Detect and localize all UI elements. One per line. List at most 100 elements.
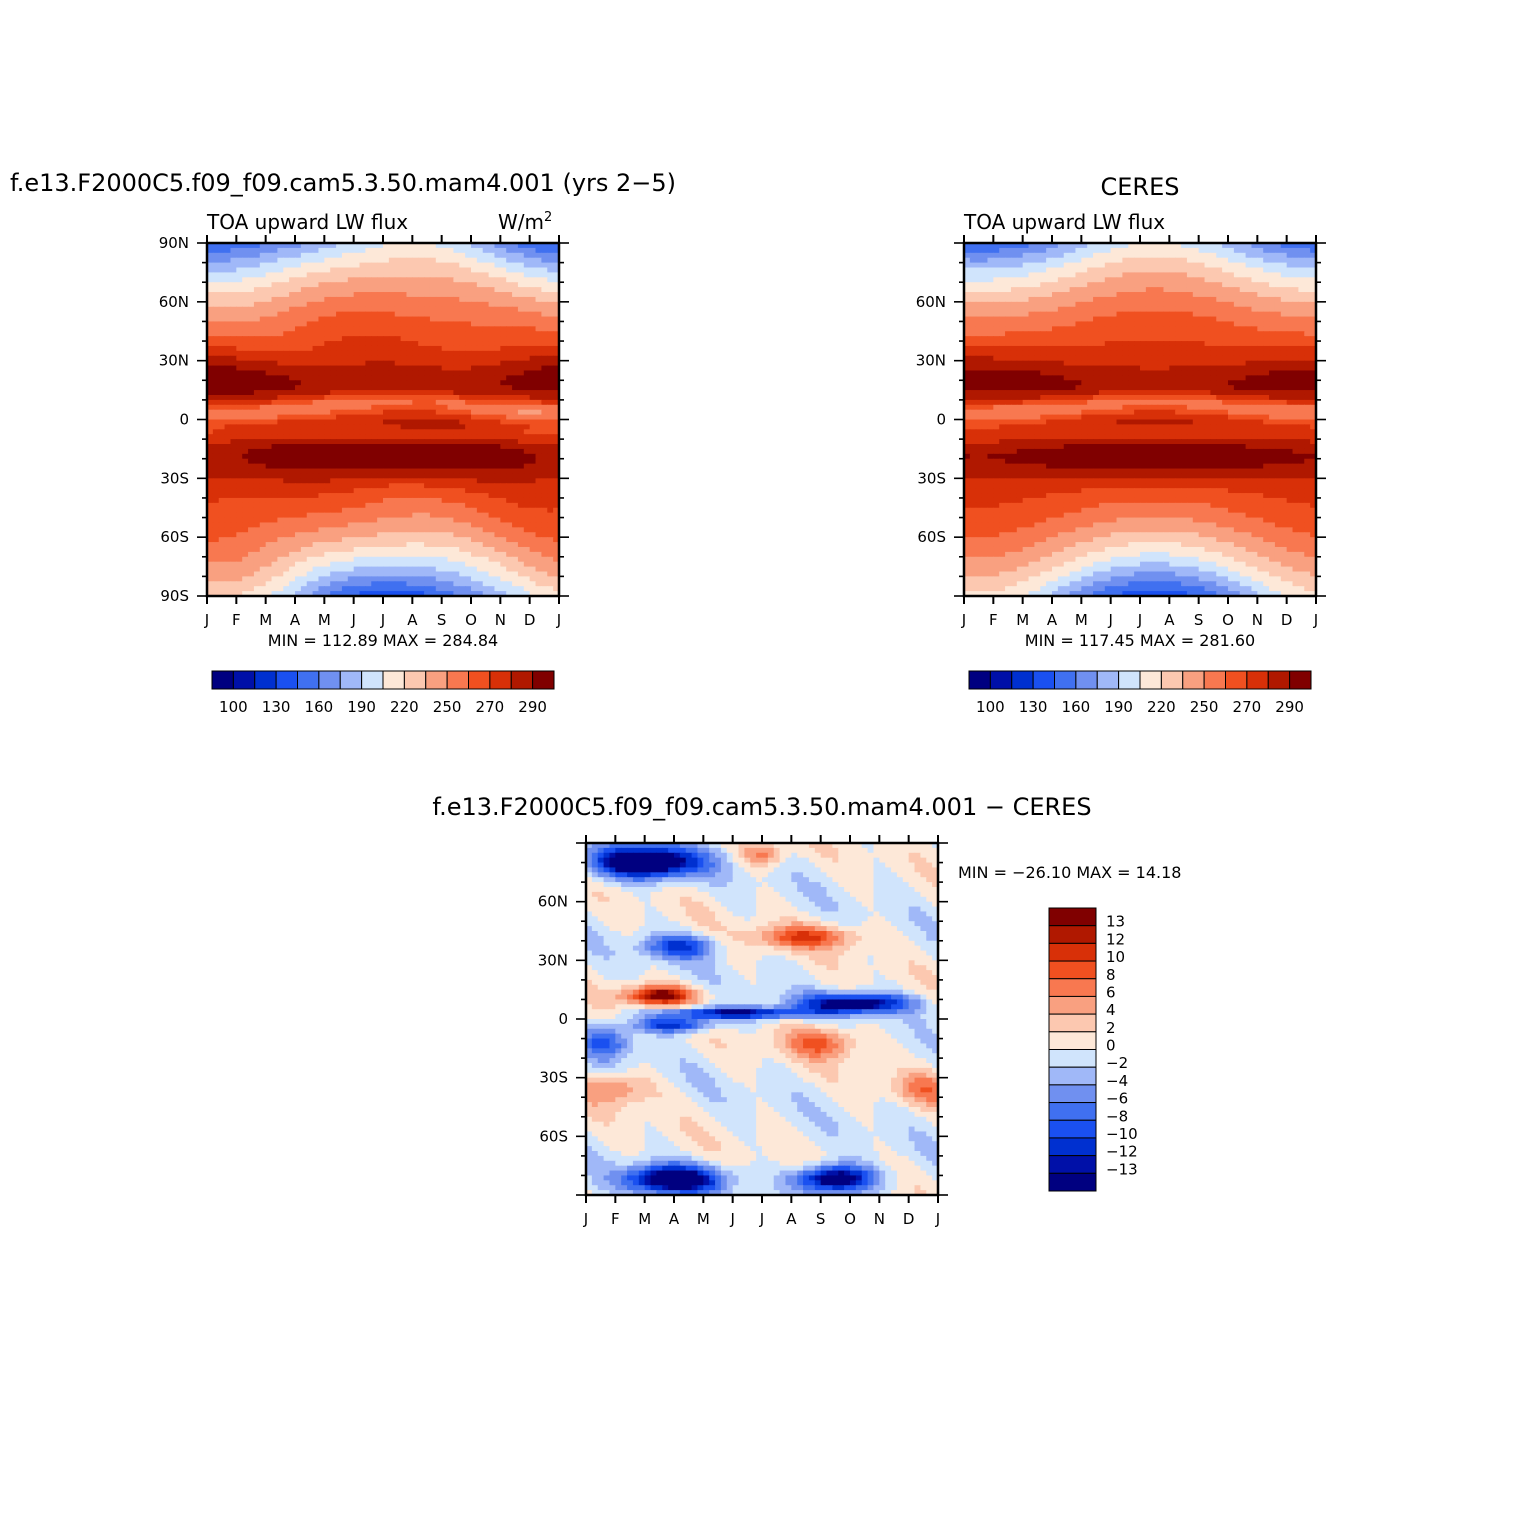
model-panel-cell <box>259 247 267 254</box>
model-panel-cell <box>471 404 478 411</box>
model-panel-cell <box>383 424 390 430</box>
model-panel-cell <box>441 468 449 475</box>
model-panel-cell <box>435 566 443 573</box>
model-panel-cell <box>236 277 243 283</box>
model-panel-cell <box>441 341 449 347</box>
model-panel-cell <box>512 517 519 524</box>
model-panel-cell <box>306 272 314 278</box>
model-panel-cell <box>412 370 419 376</box>
model-panel-cell <box>471 272 478 278</box>
ceres-panel-cell <box>1069 257 1077 264</box>
model-panel-cell <box>447 566 454 573</box>
ceres-panel-cell <box>1204 243 1211 249</box>
model-panel-cell <box>506 488 513 494</box>
model-panel-cell <box>207 576 214 582</box>
model-panel-cell <box>523 336 531 342</box>
ceres-panel-cell <box>1298 282 1305 288</box>
model-panel-cell <box>253 331 261 337</box>
model-panel-cell <box>500 586 507 592</box>
model-panel-cell <box>394 537 402 543</box>
model-panel-cell <box>330 282 337 288</box>
model-panel-cell <box>324 551 331 558</box>
model-panel-cell <box>453 497 460 504</box>
model-panel-cell <box>242 532 249 538</box>
model-panel-cell <box>289 296 296 303</box>
model-panel-cell <box>236 301 243 308</box>
model-panel-cell <box>242 390 249 396</box>
model-panel-cell <box>306 350 314 357</box>
model-panel-cell <box>529 409 537 416</box>
model-panel-cell <box>365 282 372 288</box>
model-panel-cell <box>424 444 431 450</box>
model-panel-cell <box>488 370 496 376</box>
model-panel-cell <box>336 429 343 435</box>
model-panel-cell <box>459 375 466 381</box>
model-panel-cell <box>429 326 437 332</box>
model-panel-cell <box>306 355 314 362</box>
model-panel-cell <box>500 497 507 504</box>
model-panel-cell <box>277 586 284 592</box>
model-panel-cell <box>383 360 390 367</box>
ceres-panel-cell <box>1122 252 1129 259</box>
model-panel-cell <box>476 537 484 543</box>
model-panel-cell <box>447 532 454 538</box>
model-panel-cell <box>412 277 419 283</box>
model-panel-cell <box>471 399 478 406</box>
model-panel-cell <box>271 311 278 318</box>
model-panel-cell <box>383 380 390 386</box>
model-panel-cell <box>336 277 343 283</box>
model-panel-cell <box>248 296 255 303</box>
model-panel-cell <box>207 257 214 264</box>
model-panel-cell <box>265 247 273 254</box>
model-panel-cell <box>394 394 402 401</box>
ceres-panel-cell <box>1269 243 1276 249</box>
model-panel-cell <box>365 296 372 303</box>
model-panel-cell <box>359 409 366 416</box>
model-panel-cell <box>441 262 449 269</box>
model-panel-cell <box>259 429 267 435</box>
model-panel-cell <box>218 493 226 499</box>
model-panel-cell <box>212 591 220 597</box>
model-panel-cell <box>212 292 220 298</box>
model-panel-cell <box>424 478 431 484</box>
model-panel-cell <box>406 419 413 425</box>
model-panel-cell <box>488 424 496 430</box>
model-panel-cell <box>406 439 413 445</box>
model-panel-cell <box>535 444 542 450</box>
model-panel-cell <box>506 566 513 573</box>
model-panel-cell <box>212 532 220 538</box>
model-panel-cell <box>441 566 449 573</box>
model-panel-cell <box>265 267 273 274</box>
model-panel-cell <box>277 277 284 283</box>
model-panel-cell <box>330 488 337 494</box>
model-panel-cell <box>471 267 478 274</box>
model-panel-cell <box>295 488 302 494</box>
model-panel-cell <box>435 257 443 264</box>
model-panel-cell <box>388 429 396 435</box>
model-panel-cell <box>212 414 220 421</box>
model-panel-cell <box>230 277 237 283</box>
model-panel-cell <box>207 497 214 504</box>
model-panel-cell <box>441 272 449 278</box>
model-panel-cell <box>500 537 507 543</box>
model-panel-cell <box>400 247 408 254</box>
model-panel-cell <box>207 380 214 386</box>
model-panel-cell <box>424 287 431 293</box>
model-panel-cell <box>453 576 460 582</box>
model-panel-cell <box>476 478 484 484</box>
ceres-panel-cell <box>975 247 983 254</box>
model-panel-cell <box>289 493 296 499</box>
model-panel-cell <box>471 296 478 303</box>
model-panel-cell <box>312 390 320 396</box>
model-panel-cell <box>253 394 261 401</box>
model-panel-cell <box>506 493 513 499</box>
ceres-panel-cell <box>1010 247 1018 254</box>
model-panel-cell <box>547 336 554 342</box>
ceres-panel-cell <box>1274 277 1282 283</box>
ceres-panel-cell <box>1063 282 1071 288</box>
model-panel-cell <box>265 257 273 264</box>
model-panel-cell <box>377 453 384 460</box>
model-panel-cell <box>476 424 484 430</box>
model-panel-cell <box>406 429 413 435</box>
model-panel-cell <box>242 527 249 533</box>
